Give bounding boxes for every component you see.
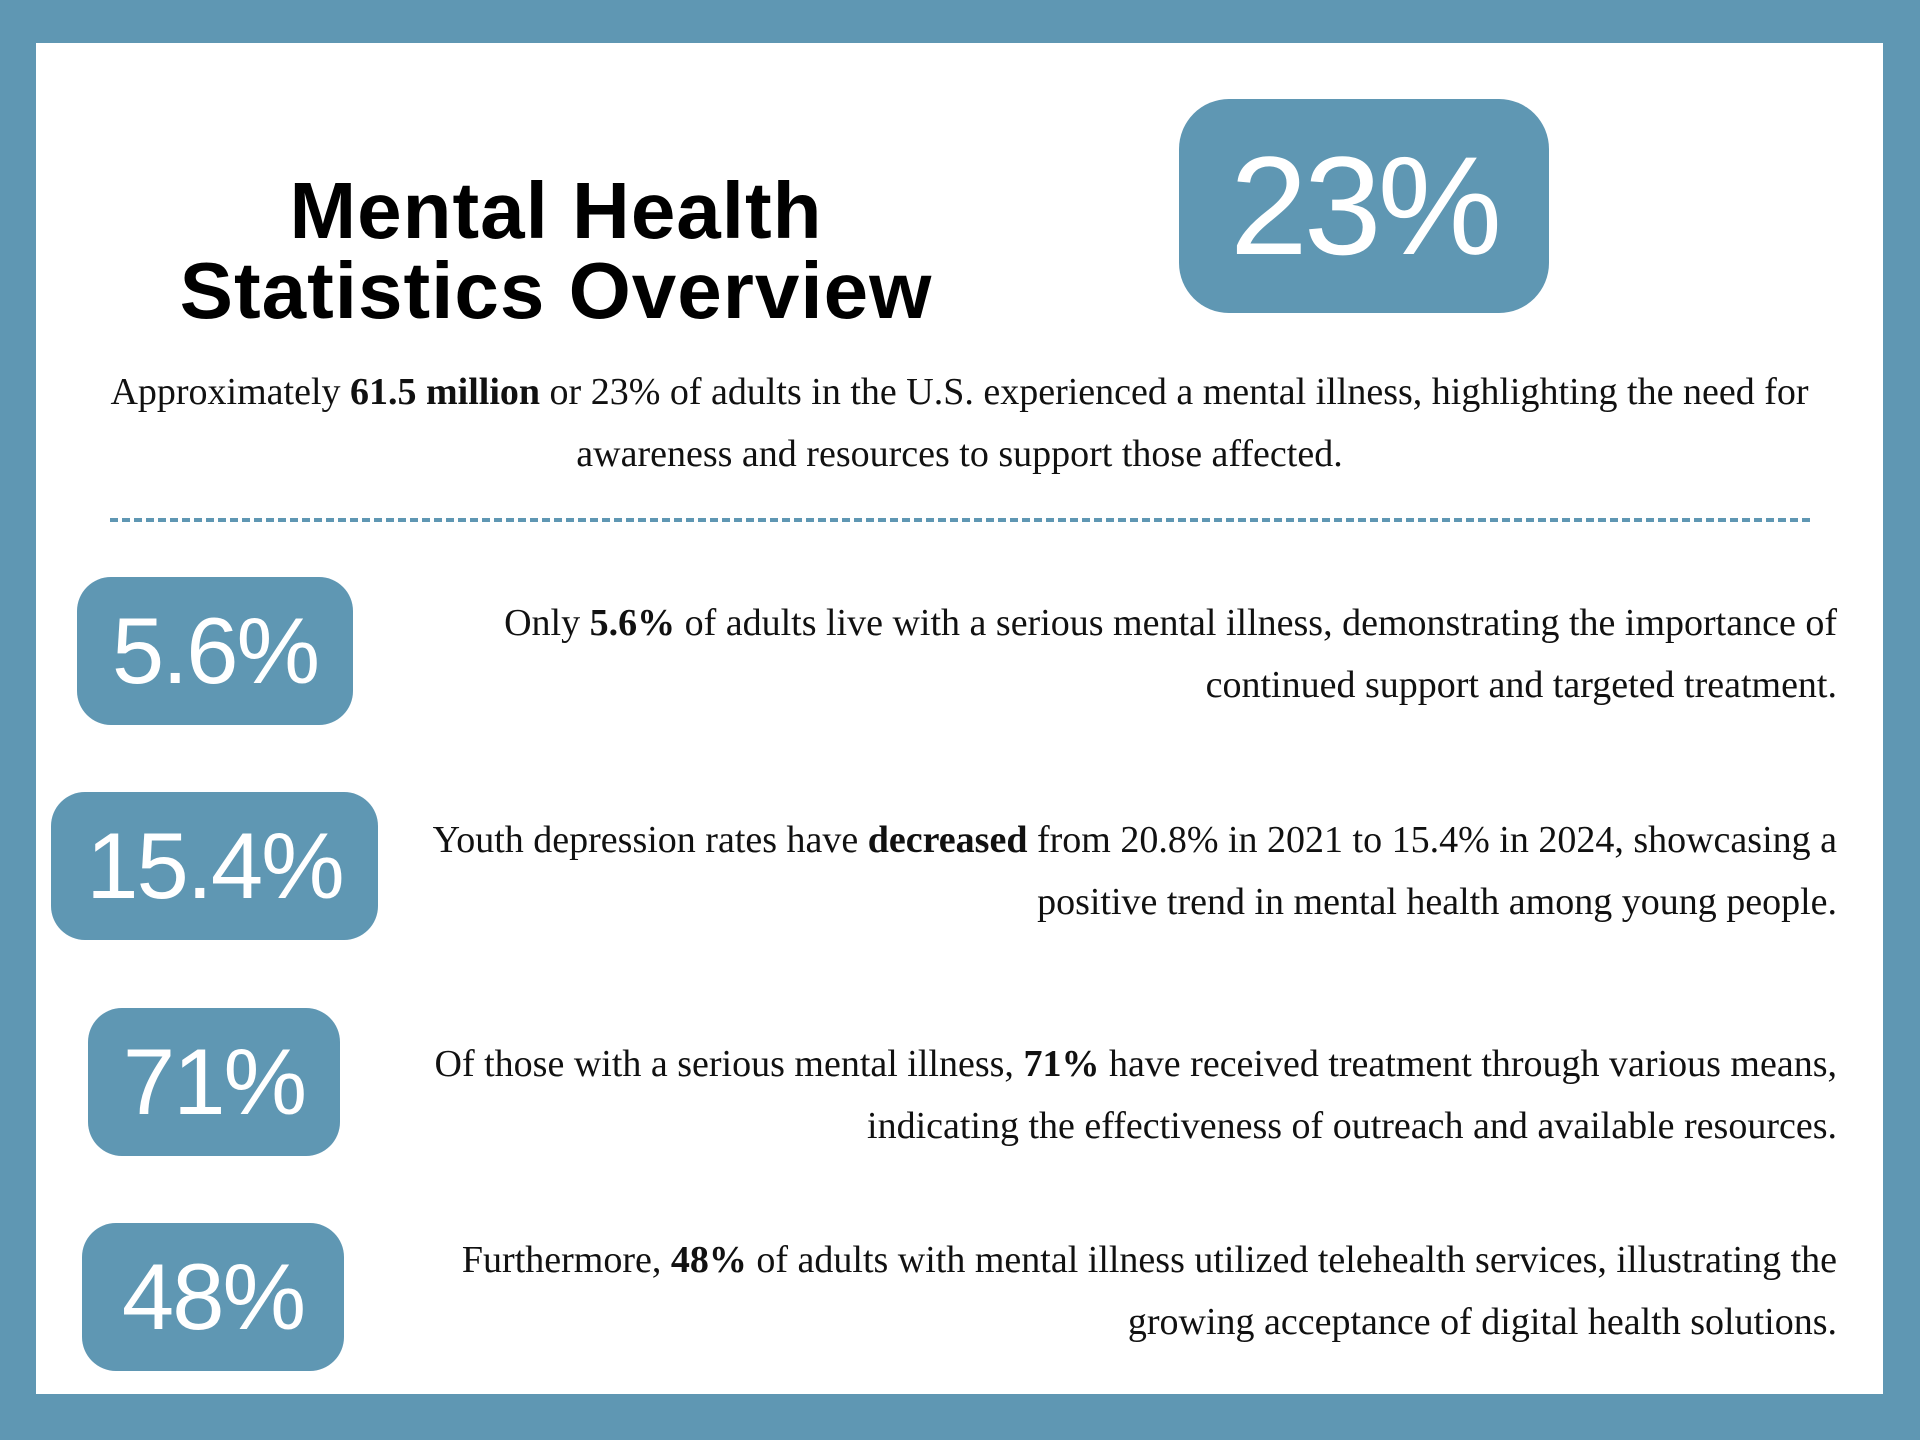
stat-text: have received treatment through various … (867, 1043, 1837, 1147)
stat-bold: 5.6% (589, 602, 676, 644)
title-line-2: Statistics Overview (179, 246, 933, 335)
stat-description: Furthermore, 48% of adults with mental i… (406, 1229, 1837, 1353)
dashed-divider (110, 518, 1810, 522)
stat-text: Only (504, 602, 590, 644)
title-line-1: Mental Health (289, 166, 823, 255)
stat-badge: 48% (82, 1223, 344, 1371)
stat-bold: 71% (1023, 1043, 1100, 1085)
stat-text: from 20.8% in 2021 to 15.4% in 2024, sho… (1027, 819, 1837, 923)
stat-badge: 5.6% (77, 577, 353, 725)
headline-stat-badge: 23% (1179, 99, 1549, 313)
stat-description: Youth depression rates have decreased fr… (406, 809, 1837, 933)
stat-badge: 71% (88, 1008, 340, 1156)
stat-text: Furthermore, (461, 1239, 671, 1281)
stat-description: Only 5.6% of adults live with a serious … (406, 592, 1837, 716)
intro-text: or 23% of adults in the U.S. experienced… (540, 371, 1809, 475)
stat-text: of adults live with a serious mental ill… (675, 602, 1837, 706)
stat-bold: decreased (867, 819, 1028, 861)
intro-text: Approximately (110, 371, 351, 413)
stat-text: Of those with a serious mental illness, (434, 1043, 1024, 1085)
stat-text: of adults with mental illness utilized t… (746, 1239, 1837, 1343)
intro-bold: 61.5 million (350, 371, 541, 413)
intro-paragraph: Approximately 61.5 million or 23% of adu… (96, 361, 1823, 485)
page-title: Mental Health Statistics Overview (106, 171, 1006, 331)
stat-bold: 48% (670, 1239, 747, 1281)
infographic-card: Mental Health Statistics Overview 23% Ap… (36, 43, 1883, 1394)
stat-badge: 15.4% (51, 792, 378, 940)
stat-text: Youth depression rates have (432, 819, 868, 861)
stat-description: Of those with a serious mental illness, … (406, 1033, 1837, 1157)
